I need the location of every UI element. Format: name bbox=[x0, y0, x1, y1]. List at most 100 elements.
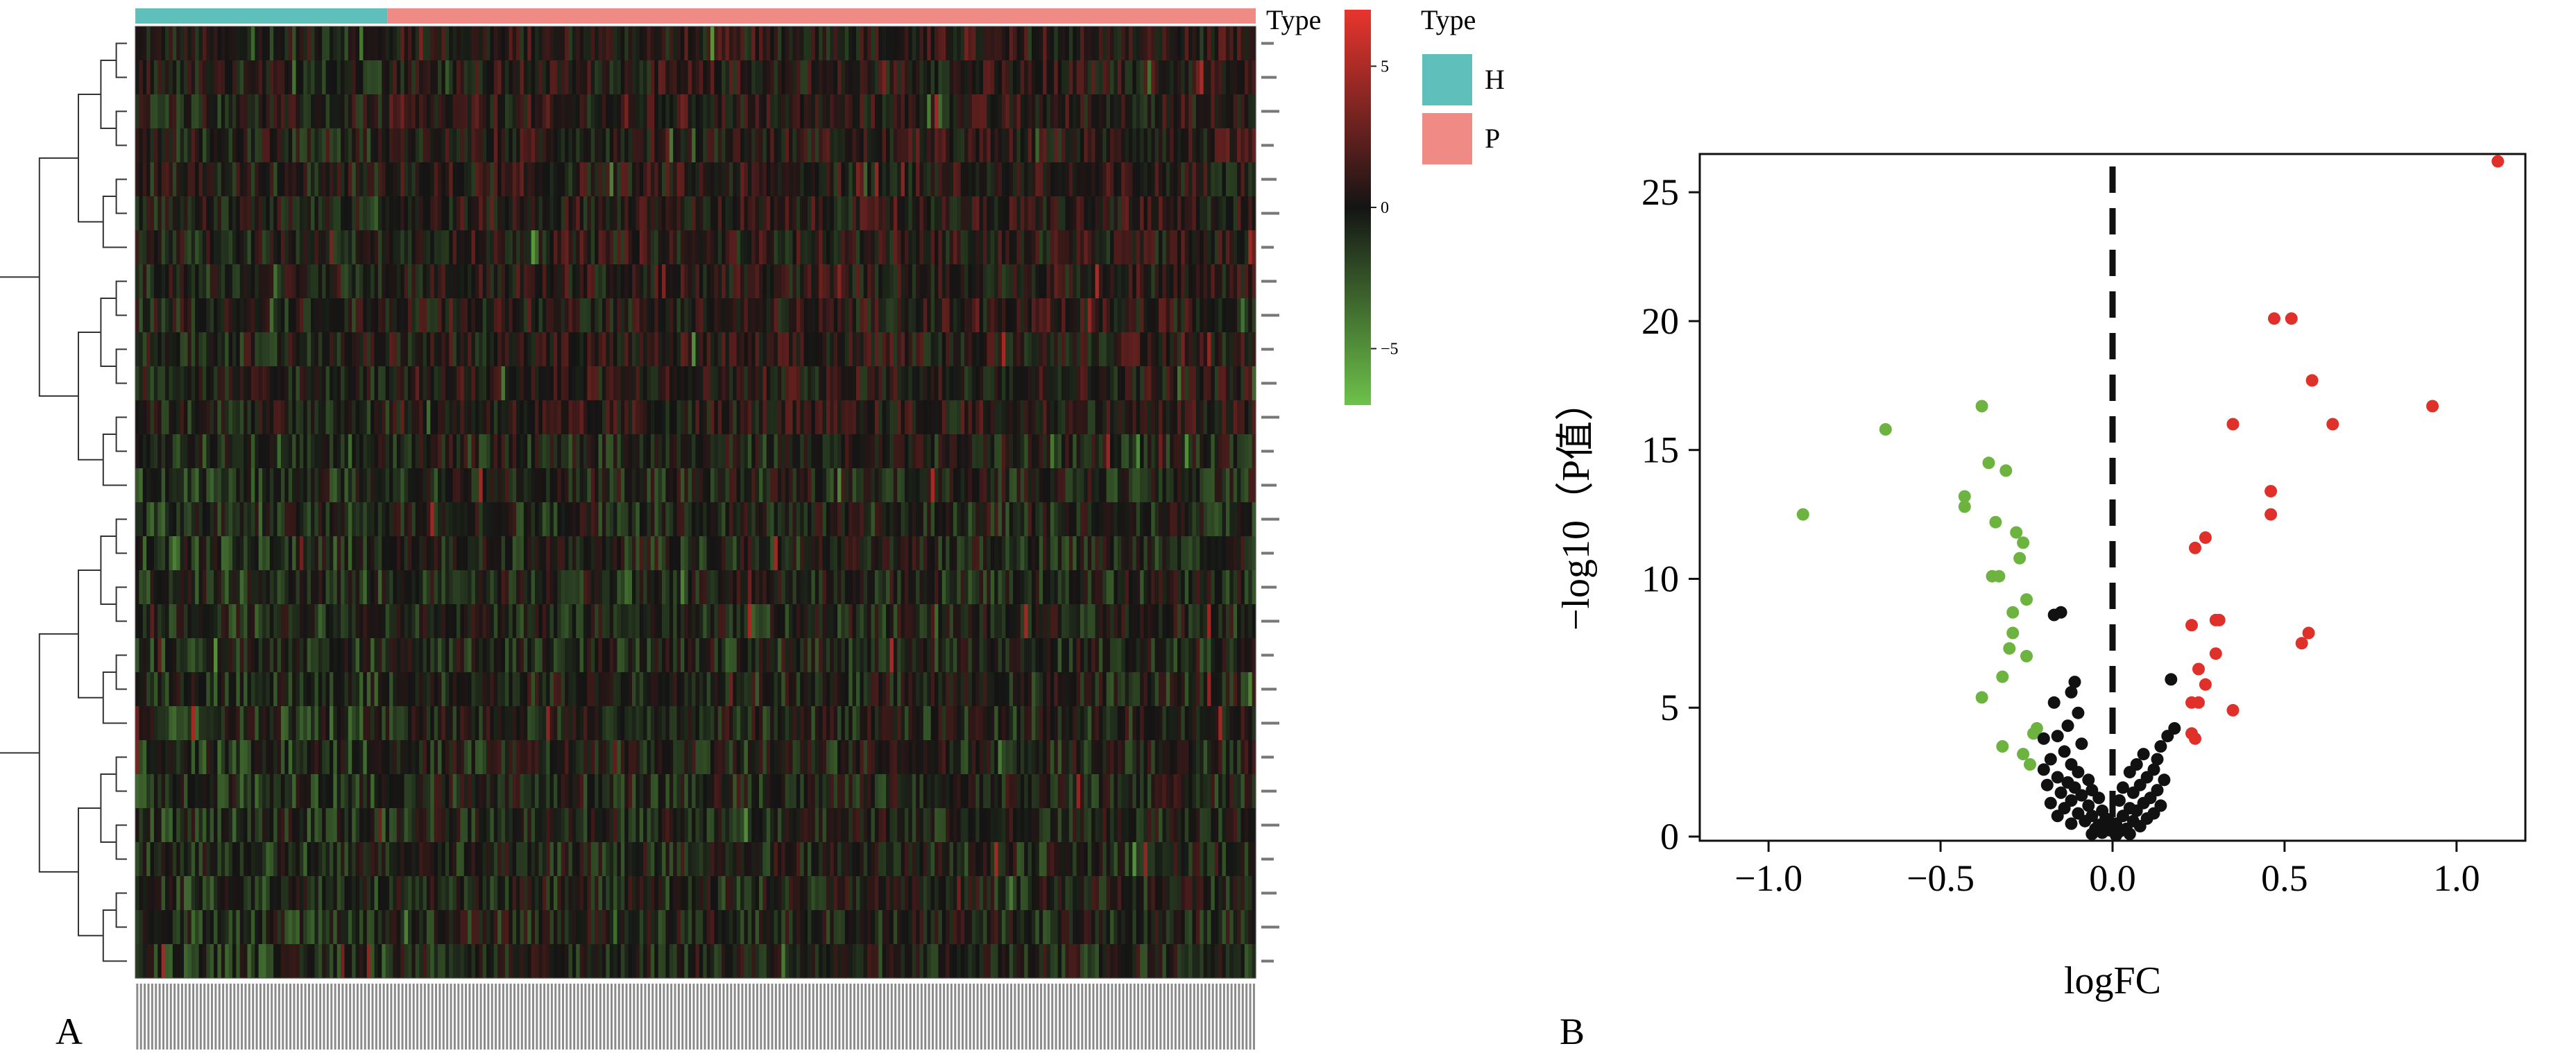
heatmap-cell bbox=[833, 60, 838, 95]
heatmap-cell bbox=[576, 162, 581, 197]
heatmap-cell bbox=[916, 60, 921, 95]
heatmap-cell bbox=[366, 94, 371, 129]
heatmap-cell bbox=[762, 298, 767, 333]
heatmap-cell bbox=[740, 230, 745, 265]
heatmap-cell bbox=[1035, 536, 1040, 571]
heatmap-cell bbox=[595, 264, 599, 299]
heatmap-cell bbox=[808, 366, 812, 401]
heatmap-cell bbox=[1032, 298, 1036, 333]
heatmap-cell bbox=[602, 400, 606, 435]
heatmap-cell bbox=[1170, 230, 1175, 265]
heatmap-cell bbox=[602, 60, 606, 95]
heatmap-cell bbox=[165, 434, 170, 469]
heatmap-cell bbox=[333, 264, 338, 299]
heatmap-cell bbox=[1098, 230, 1103, 265]
heatmap-cell bbox=[363, 468, 368, 503]
heatmap-cell bbox=[463, 94, 468, 129]
heatmap-cell bbox=[927, 264, 932, 299]
heatmap-cell bbox=[1181, 230, 1186, 265]
heatmap-cell bbox=[1121, 94, 1126, 129]
heatmap-cell bbox=[736, 434, 741, 469]
heatmap-cell bbox=[382, 128, 386, 163]
heatmap-cell bbox=[1147, 26, 1152, 61]
heatmap-cell bbox=[352, 298, 357, 333]
heatmap-cell bbox=[848, 196, 853, 231]
heatmap-cell bbox=[587, 60, 592, 95]
heatmap-cell bbox=[792, 502, 797, 537]
heatmap-cell bbox=[1073, 196, 1077, 231]
heatmap-cell bbox=[733, 332, 737, 367]
heatmap-cell bbox=[987, 26, 991, 61]
heatmap-cell bbox=[751, 536, 756, 571]
heatmap-cell bbox=[1020, 434, 1025, 469]
heatmap-cell bbox=[676, 128, 681, 163]
heatmap-cell bbox=[1020, 94, 1025, 129]
heatmap-cell bbox=[1087, 332, 1092, 367]
heatmap-cell bbox=[1225, 162, 1230, 197]
heatmap-cell bbox=[736, 468, 741, 503]
heatmap-cell bbox=[935, 366, 939, 401]
heatmap-cell bbox=[1173, 536, 1178, 571]
heatmap-cell bbox=[1192, 94, 1197, 129]
heatmap-cell bbox=[673, 128, 678, 163]
heatmap-cell bbox=[631, 264, 636, 299]
heatmap-cell bbox=[1136, 230, 1141, 265]
heatmap-cell bbox=[292, 60, 297, 95]
heatmap-cell bbox=[146, 332, 151, 367]
heatmap-cell bbox=[512, 400, 517, 435]
heatmap-cell bbox=[374, 332, 379, 367]
dendrogram-branch bbox=[115, 348, 127, 384]
heatmap-cell bbox=[785, 434, 790, 469]
heatmap-cell bbox=[953, 128, 957, 163]
heatmap-cell bbox=[744, 230, 749, 265]
heatmap-cell bbox=[1170, 162, 1175, 197]
heatmap-cell bbox=[250, 298, 255, 333]
heatmap-cell bbox=[740, 196, 745, 231]
heatmap-cell bbox=[837, 332, 842, 367]
heatmap-cell bbox=[262, 502, 267, 537]
heatmap-cell bbox=[318, 536, 323, 571]
heatmap-cell bbox=[968, 502, 973, 537]
heatmap-cell bbox=[341, 570, 346, 605]
heatmap-cell bbox=[941, 434, 946, 469]
heatmap-cell bbox=[1244, 60, 1249, 95]
heatmap-cell bbox=[280, 128, 285, 163]
heatmap-cell bbox=[624, 502, 629, 537]
heatmap-cell bbox=[1218, 332, 1223, 367]
heatmap-cell bbox=[250, 94, 255, 129]
heatmap-cell bbox=[202, 60, 207, 95]
heatmap-cell bbox=[296, 366, 300, 401]
heatmap-cell bbox=[516, 502, 521, 537]
heatmap-cell bbox=[232, 196, 237, 231]
heatmap-cell bbox=[549, 264, 554, 299]
heatmap-cell bbox=[236, 570, 241, 605]
heatmap-cell bbox=[636, 298, 640, 333]
heatmap-cell bbox=[516, 230, 521, 265]
heatmap-cell bbox=[692, 94, 697, 129]
heatmap-cell bbox=[998, 264, 1003, 299]
heatmap-cell bbox=[336, 298, 341, 333]
heatmap-cell bbox=[717, 502, 722, 537]
heatmap-cell bbox=[202, 230, 207, 265]
heatmap-cell bbox=[796, 264, 801, 299]
heatmap-cell bbox=[153, 196, 158, 231]
heatmap-cell bbox=[150, 366, 155, 401]
heatmap-cell bbox=[1237, 468, 1242, 503]
heatmap-cell bbox=[647, 366, 651, 401]
heatmap-cell bbox=[744, 502, 749, 537]
heatmap-cell bbox=[706, 570, 711, 605]
heatmap-cell bbox=[352, 264, 357, 299]
heatmap-cell bbox=[781, 162, 786, 197]
heatmap-cell bbox=[617, 400, 622, 435]
heatmap-cell bbox=[542, 128, 547, 163]
heatmap-cell bbox=[441, 400, 446, 435]
heatmap-cell bbox=[225, 264, 230, 299]
heatmap-cell bbox=[1024, 434, 1029, 469]
heatmap-cell bbox=[479, 264, 484, 299]
heatmap-cell bbox=[946, 468, 950, 503]
heatmap-cell bbox=[549, 400, 554, 435]
heatmap-cell bbox=[527, 94, 532, 129]
heatmap-cell bbox=[946, 230, 950, 265]
heatmap-cell bbox=[1061, 366, 1066, 401]
heatmap-cell bbox=[889, 502, 894, 537]
